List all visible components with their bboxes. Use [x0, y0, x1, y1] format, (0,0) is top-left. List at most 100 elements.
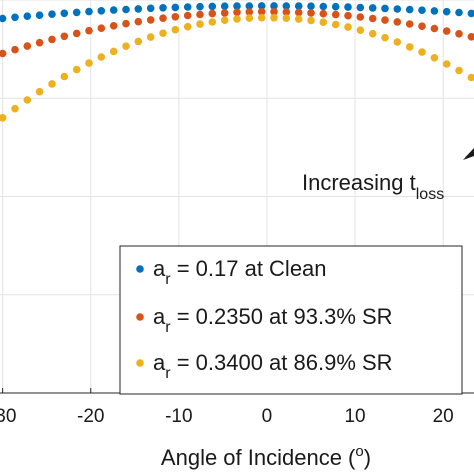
series-2-point-34 [418, 48, 426, 56]
series-0-point-36 [442, 7, 451, 16]
series-1-point-30 [368, 14, 377, 23]
x-tick-label-1: -20 [77, 406, 104, 427]
series-0-point-22 [270, 2, 278, 10]
series-1-point-26 [319, 9, 328, 18]
series-1-point-18 [220, 9, 229, 17]
series-1-point-17 [208, 9, 217, 18]
series-2-point-20 [245, 14, 254, 22]
series-2-point-28 [344, 23, 352, 31]
series-1-point-16 [196, 10, 204, 19]
x-tick-label-4: 10 [344, 406, 365, 427]
legend-marker-2 [136, 359, 144, 367]
annotation: Increasing tloss [302, 148, 474, 203]
x-tick-label-2: -10 [165, 406, 192, 427]
series-2-point-5 [60, 72, 69, 81]
series-1-point-29 [356, 13, 365, 21]
series-1-point-24 [294, 8, 303, 17]
series-2-point-38 [467, 73, 474, 82]
series-1-point-31 [381, 16, 389, 24]
series-1-point-6 [72, 29, 81, 38]
series-2-point-16 [196, 20, 204, 28]
x-axis-label: Angle of Incidence (o) [161, 443, 371, 470]
legend-entry-2: ar = 0.3400 at 86.9% SR [153, 350, 393, 382]
series-2-point-8 [97, 53, 106, 61]
x-tick-label-0: -30 [0, 406, 16, 427]
series-2-point-10 [122, 42, 130, 50]
series-1-point-38 [467, 33, 474, 41]
series-0-point-9 [109, 6, 118, 14]
series-2-point-12 [146, 33, 155, 41]
series-1-point-37 [455, 30, 463, 38]
x-tick-label-5: 20 [433, 406, 454, 427]
series-0-point-38 [467, 9, 474, 18]
series-0-point-37 [455, 8, 463, 17]
series-0-point-33 [405, 5, 414, 14]
series-2-point-23 [282, 14, 291, 22]
series-2-point-2 [23, 96, 32, 104]
series-1-point-9 [109, 22, 118, 30]
series-2-point-4 [48, 80, 56, 88]
series-2-point-22 [270, 13, 278, 22]
x-tick-labels: -30 -20 -10 0 10 20 [0, 406, 454, 427]
series-0-point-7 [85, 7, 93, 16]
series-0-point-13 [159, 4, 167, 12]
series-2-point-27 [331, 20, 340, 29]
series-1-point-25 [307, 9, 315, 17]
legend-box [119, 245, 463, 395]
series-0-point-17 [208, 2, 217, 11]
series-1-point-21 [257, 8, 266, 16]
series-0-point-23 [282, 2, 291, 10]
annotation-subscript: loss [416, 186, 444, 203]
series-0-point-14 [171, 3, 180, 12]
series-1-point-14 [171, 12, 180, 21]
legend-marker-1 [136, 313, 144, 321]
series-1-point-33 [405, 20, 414, 28]
series-1-point-0 [0, 49, 7, 58]
series-1-point-36 [442, 27, 451, 35]
series-2-point-6 [72, 65, 81, 74]
series-1-point-12 [146, 16, 155, 24]
series-0-point-31 [381, 4, 389, 13]
series-0-point-25 [307, 2, 315, 11]
series-0-point-2 [23, 12, 32, 20]
series-1-point-15 [183, 11, 192, 20]
legend-entry-0: ar = 0.17 at Clean [153, 256, 327, 288]
series-0-point-26 [319, 2, 328, 11]
series-1-point-1 [11, 45, 19, 54]
x-tick-label-3: 0 [262, 406, 273, 427]
series-0-point-19 [233, 2, 241, 10]
series-2-point-29 [356, 26, 365, 34]
series-1-point-10 [122, 19, 130, 28]
series-2-point-0 [0, 114, 7, 122]
series-2-point-24 [294, 15, 303, 23]
series-0-point-32 [393, 5, 402, 13]
series-1-point-28 [344, 11, 352, 20]
series-0-point-11 [134, 5, 143, 13]
series-2-point-7 [85, 59, 93, 67]
series-0-point-20 [245, 2, 254, 10]
series-1-point-2 [23, 42, 32, 50]
series-2-point-14 [171, 25, 180, 34]
series-0-point-15 [183, 3, 192, 11]
series-1-point-4 [48, 35, 56, 44]
series-2-point-15 [183, 22, 192, 31]
series-0-point-27 [331, 2, 340, 11]
series-2-point-3 [35, 87, 44, 96]
series-1-point-3 [35, 38, 44, 47]
series-1-point-27 [331, 10, 340, 19]
series-1-point-7 [85, 26, 93, 35]
series-2-point-32 [393, 38, 402, 46]
series-2-point-17 [208, 18, 217, 26]
series-2-point-13 [159, 29, 167, 37]
annotation-text: Increasing tloss [302, 170, 444, 203]
series-1-point-19 [233, 8, 241, 17]
series-2-point-21 [257, 13, 266, 22]
series-0-point-6 [72, 8, 81, 17]
series-2-point-25 [307, 16, 315, 25]
series-1-point-13 [159, 14, 167, 22]
series-0-point-30 [368, 4, 377, 12]
series-2-point-1 [11, 104, 19, 113]
series-0-point-1 [11, 13, 19, 22]
annotation-arrow-shaft [465, 149, 474, 159]
series-1-point-5 [60, 32, 69, 41]
